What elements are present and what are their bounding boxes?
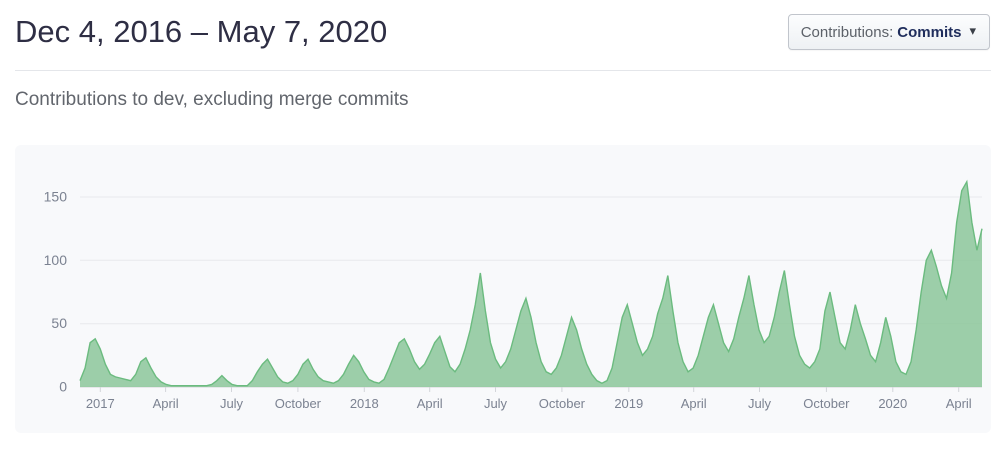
svg-text:July: July [748,396,772,411]
svg-text:2019: 2019 [614,396,643,411]
svg-text:April: April [417,396,443,411]
svg-text:2020: 2020 [878,396,907,411]
svg-text:October: October [275,396,322,411]
svg-text:0: 0 [59,379,67,395]
svg-text:April: April [681,396,707,411]
svg-text:April: April [153,396,179,411]
svg-text:October: October [539,396,586,411]
svg-text:50: 50 [51,315,67,331]
svg-text:July: July [484,396,508,411]
svg-text:April: April [946,396,972,411]
svg-text:October: October [803,396,850,411]
svg-text:July: July [220,396,244,411]
svg-text:2018: 2018 [350,396,379,411]
svg-text:150: 150 [44,189,68,205]
svg-text:100: 100 [44,252,68,268]
svg-text:2017: 2017 [86,396,115,411]
